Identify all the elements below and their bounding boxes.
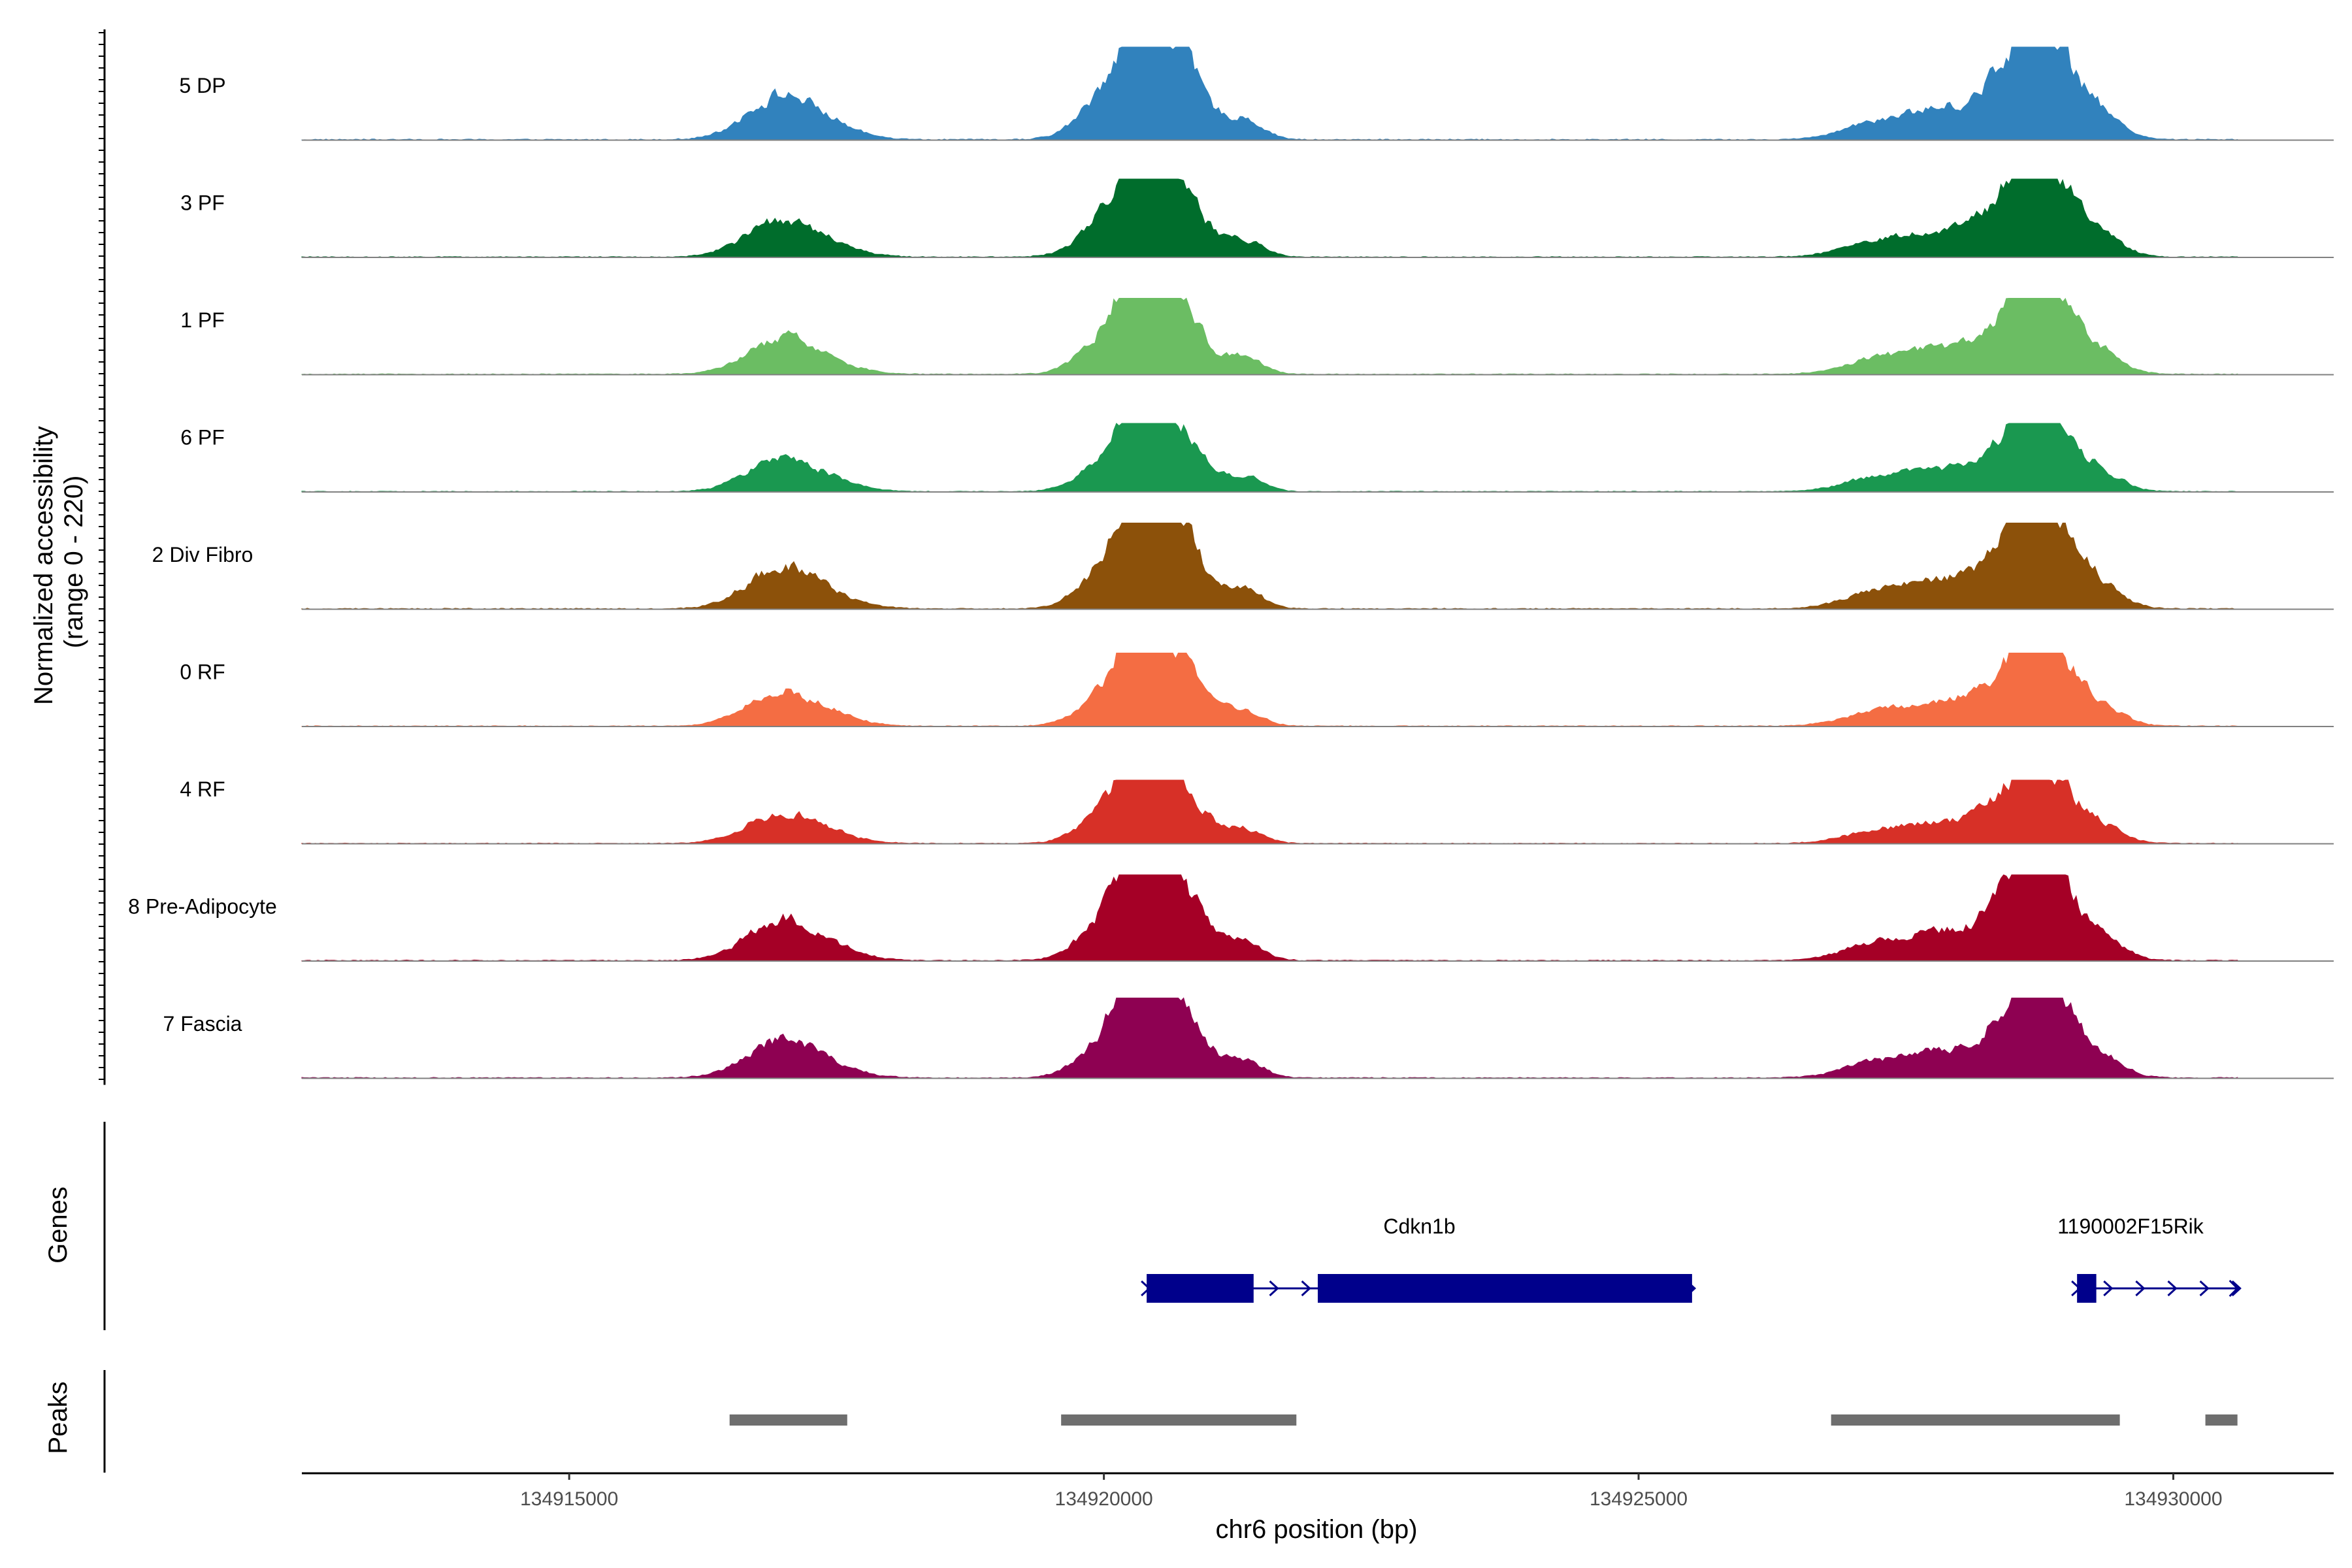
gene-1190002f15rik: 1190002F15Rik (2057, 1215, 2242, 1303)
genes-track-title: Genes (44, 1186, 73, 1264)
track-0-rf: 0 RF (180, 653, 2334, 727)
peak-region (2205, 1414, 2238, 1426)
strand-chevron (2135, 1280, 2146, 1297)
coverage-tracks: 5 DP 3 PF 1 PF 6 PF 2 Div Fibro 0 RF 4 RF 8 Pre… (128, 46, 2334, 1079)
track-label: 6 PF (180, 426, 225, 449)
strand-chevron (1141, 1280, 1151, 1297)
x-axis-title: chr6 position (bp) (1215, 1515, 1417, 1544)
strand-chevron (2231, 1280, 2242, 1297)
coverage-area (301, 523, 2238, 610)
strand-chevron (2229, 1279, 2239, 1298)
track-3-pf: 3 PF (180, 178, 2334, 258)
coverage-area (301, 178, 2238, 258)
gene-label: Cdkn1b (1383, 1215, 1455, 1238)
track-label: 5 DP (179, 74, 225, 97)
track-8-pre-adipocyte: 8 Pre-Adipocyte (128, 874, 2334, 962)
track-7-fascia: 7 Fascia (163, 997, 2334, 1079)
left-axes (99, 29, 106, 1473)
track-label: 0 RF (180, 661, 225, 684)
x-axis: 134915000 134920000 134925000 134930000 (302, 1472, 2334, 1510)
gene-exon (1318, 1274, 1692, 1303)
strand-chevron (1301, 1280, 1311, 1297)
x-tick-label: 134930000 (2124, 1488, 2222, 1510)
gene-track: Cdkn1b 1190002F15Rik (1141, 1215, 2242, 1303)
track-label: 8 Pre-Adipocyte (128, 895, 277, 919)
track-label: 1 PF (180, 308, 225, 332)
coverage-area (301, 779, 2238, 845)
track-6-pf: 6 PF (180, 423, 2334, 493)
strand-chevron (1269, 1280, 1279, 1297)
track-label: 3 PF (180, 191, 225, 215)
gene-label: 1190002F15Rik (2057, 1215, 2204, 1238)
peak-region (1061, 1414, 1297, 1426)
peak-track (729, 1414, 2238, 1426)
y-axis-title: Normalized accessibility (range 0 - 220) (29, 419, 88, 705)
track-label: 7 Fascia (163, 1012, 242, 1036)
coverage-area (301, 297, 2238, 376)
coverage-area (301, 46, 2238, 141)
x-tick-label: 134920000 (1055, 1488, 1153, 1510)
coverage-area (301, 653, 2238, 727)
coverage-area (301, 874, 2238, 962)
track-label: 4 RF (180, 777, 225, 801)
x-tick-label: 134915000 (520, 1488, 618, 1510)
peak-region (1831, 1414, 2120, 1426)
track-label: 2 Div Fibro (152, 543, 253, 566)
peaks-track-title: Peaks (44, 1381, 73, 1454)
strand-chevron (1686, 1280, 1697, 1297)
coverage-area (301, 997, 2238, 1079)
track-2-div-fibro: 2 Div Fibro (152, 523, 2334, 610)
x-tick-label: 134925000 (1590, 1488, 1688, 1510)
gene-cdkn1b: Cdkn1b (1141, 1215, 1697, 1303)
track-4-rf: 4 RF (180, 777, 2334, 845)
strand-chevron (2167, 1280, 2178, 1297)
strand-chevron (2071, 1280, 2082, 1297)
gene-exon (1147, 1274, 1254, 1303)
strand-chevron (1683, 1279, 1694, 1298)
peak-region (729, 1414, 847, 1426)
track-5-dp: 5 DP (179, 46, 2334, 141)
track-1-pf: 1 PF (180, 297, 2334, 376)
strand-chevron (2199, 1280, 2210, 1297)
coverage-area (301, 423, 2238, 493)
strand-chevron (2103, 1280, 2114, 1297)
